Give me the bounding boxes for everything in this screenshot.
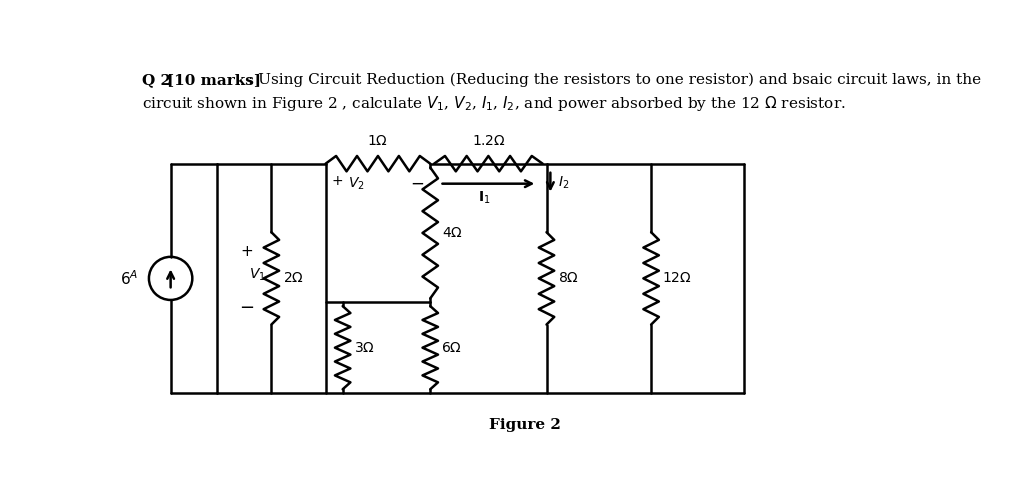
Text: $V_2$: $V_2$: [348, 175, 365, 192]
Text: $\mathbf{I}_1$: $\mathbf{I}_1$: [478, 190, 490, 206]
Text: Figure 2: Figure 2: [488, 418, 561, 431]
Text: $12\Omega$: $12\Omega$: [662, 271, 692, 285]
Text: $2\Omega$: $2\Omega$: [283, 271, 304, 285]
Text: −: −: [411, 174, 424, 193]
Text: $6\Omega$: $6\Omega$: [441, 341, 462, 355]
Text: +: +: [241, 244, 253, 259]
Text: : Using Circuit Reduction (Reducing the resistors to one resistor) and bsaic cir: : Using Circuit Reduction (Reducing the …: [248, 73, 981, 87]
Text: $I_2$: $I_2$: [558, 175, 569, 191]
Text: −: −: [239, 299, 254, 317]
Text: $8\Omega$: $8\Omega$: [558, 271, 580, 285]
Text: +: +: [332, 174, 343, 188]
Text: $V_1$: $V_1$: [249, 266, 266, 283]
Text: circuit shown in Figure 2 , calculate $\it{V_1}$, $\it{V_2}$, $\it{I_1}$, $\it{I: circuit shown in Figure 2 , calculate $\…: [142, 94, 846, 113]
Text: $4\Omega$: $4\Omega$: [442, 226, 463, 240]
Text: $6^A$: $6^A$: [120, 269, 138, 288]
Text: $1\Omega$: $1\Omega$: [368, 134, 388, 148]
Text: $1.2\Omega$: $1.2\Omega$: [472, 134, 505, 148]
Text: Q 2: Q 2: [142, 73, 176, 87]
Text: $3\Omega$: $3\Omega$: [353, 341, 375, 355]
Text: [10 marks]: [10 marks]: [167, 73, 261, 87]
